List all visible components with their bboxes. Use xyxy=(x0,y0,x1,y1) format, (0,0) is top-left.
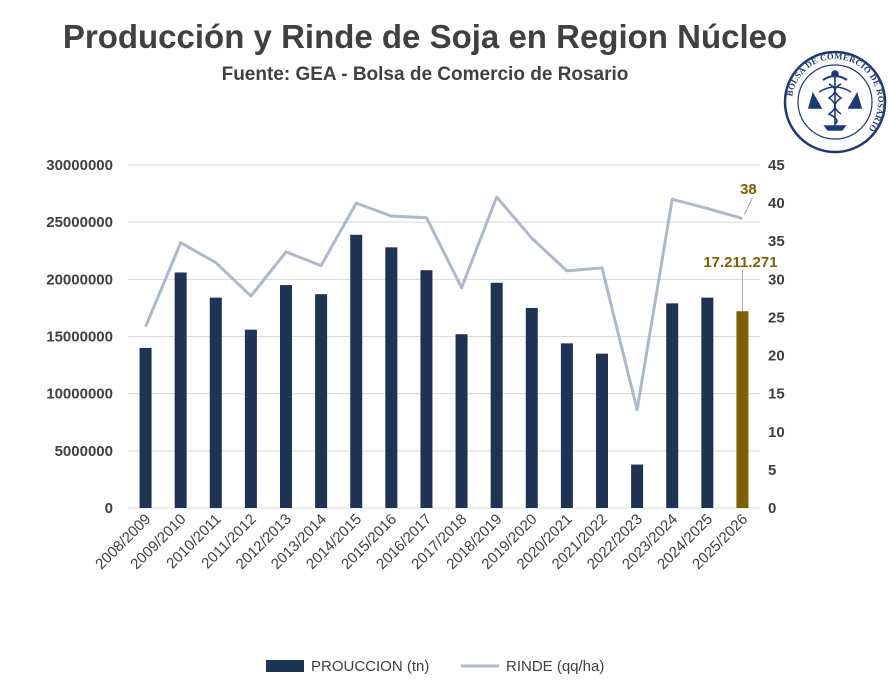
bar xyxy=(560,343,573,508)
legend-line-label: RINDE (qq/ha) xyxy=(506,658,604,675)
bar xyxy=(631,464,644,508)
bar xyxy=(244,329,257,508)
y-left-tick-label: 30000000 xyxy=(46,157,113,174)
y-right-tick-label: 15 xyxy=(768,386,785,403)
caduceus-scale-icon xyxy=(807,70,863,131)
bar xyxy=(174,272,187,508)
bar-data-label: 17.211.271 xyxy=(703,254,777,271)
bar xyxy=(350,234,363,508)
bar xyxy=(666,303,679,508)
y-right-tick-label: 0 xyxy=(768,500,776,517)
bar xyxy=(596,353,608,508)
y-right-tick-label: 45 xyxy=(768,157,785,174)
y-right-tick-label: 10 xyxy=(768,424,785,441)
y-left-tick-label: 20000000 xyxy=(46,271,113,288)
y-right-tick-label: 25 xyxy=(768,309,785,326)
line-label-leader xyxy=(743,197,753,215)
legend: PROUCCION (tn) RINDE (qq/ha) xyxy=(266,658,604,675)
logo: BOLSA DE COMERCIO DE ROSARIO xyxy=(783,50,887,154)
chart-title: Producción y Rinde de Soja en Region Núc… xyxy=(63,18,787,55)
y-left-tick-label: 25000000 xyxy=(46,214,113,231)
bar xyxy=(139,347,152,508)
rinde-line xyxy=(144,195,743,412)
chart-subtitle: Fuente: GEA - Bolsa de Comercio de Rosar… xyxy=(222,64,629,85)
bar xyxy=(209,297,222,508)
bar xyxy=(385,247,398,508)
bar xyxy=(420,270,433,508)
bar xyxy=(315,294,328,508)
line-data-label: 38 xyxy=(740,181,757,198)
bar xyxy=(455,334,468,508)
y-left-tick-label: 10000000 xyxy=(46,386,113,403)
y-right-tick-label: 35 xyxy=(768,233,785,250)
y-right-tick-label: 40 xyxy=(768,195,785,212)
y-right-tick-label: 30 xyxy=(768,271,785,288)
bar xyxy=(490,282,503,508)
y-right-tick-label: 20 xyxy=(768,348,785,365)
y-left-tick-label: 0 xyxy=(105,500,113,517)
y-right-tick-label: 5 xyxy=(768,462,776,479)
bar xyxy=(280,285,292,508)
bar xyxy=(736,311,749,508)
y-left-tick-label: 15000000 xyxy=(46,329,113,346)
bar xyxy=(701,297,714,508)
bar xyxy=(525,307,538,508)
logo-inner-ring xyxy=(797,64,873,140)
legend-bar-label: PROUCCION (tn) xyxy=(311,658,429,675)
legend-bar-swatch xyxy=(266,660,304,672)
y-left-tick-label: 5000000 xyxy=(55,443,113,460)
